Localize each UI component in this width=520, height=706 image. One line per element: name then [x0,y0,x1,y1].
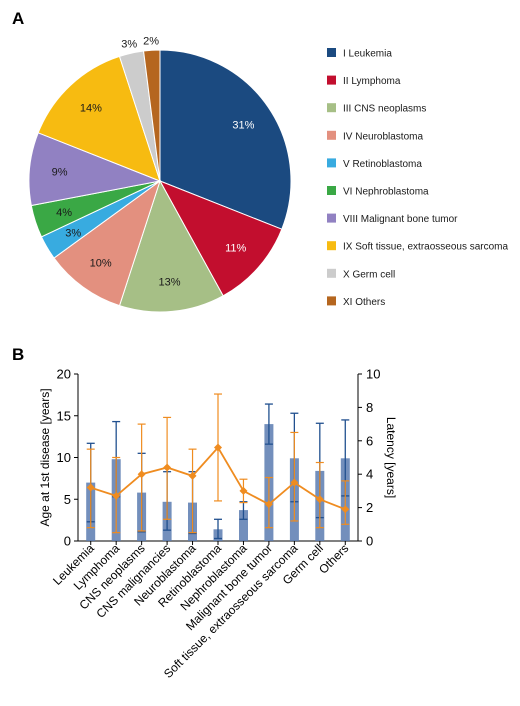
y-tick-label-right: 8 [366,400,373,415]
slice-label: 3% [65,227,81,239]
legend-swatch [327,48,336,57]
slice-label: 3% [121,38,137,50]
legend-label: IX Soft tissue, extraosseous sarcoma [343,242,509,253]
pie-slice [53,179,161,307]
latency-point [112,491,121,500]
slice-label: 13% [158,276,180,288]
legend-swatch [327,213,336,223]
latency-point [264,500,273,509]
slice-label: 10% [90,258,112,270]
legend-swatch [327,130,336,140]
y-tick-label-right: 4 [366,467,373,482]
pie-chart: 31% 11% 13% 10% 3% 4% 9% 14% 3% 2% [28,35,292,313]
pie-slice [159,49,292,230]
legend-swatch [327,268,336,278]
legend-label: VIII Malignant bone tumor [343,214,458,225]
latency-point [163,463,172,472]
panel-b-label: B [12,345,24,364]
latency-point [239,486,248,495]
slice-label: 9% [52,167,68,179]
legend-label: I Leukemia [343,49,392,60]
y-tick-label-right: 2 [366,500,373,515]
bar-line-chart: 0 5 10 15 20 0 2 4 6 8 10 Age at 1st disease [years… [38,367,398,681]
legend-label: IV Neuroblastoma [343,131,423,142]
legend-label: V Retinoblastoma [343,159,422,170]
latency-point [315,495,324,504]
legend-swatch [327,158,336,168]
pie-slice [158,180,283,297]
latency-point [188,471,197,480]
slice-label: 14% [80,103,102,115]
y-tick-label-left: 20 [57,367,71,382]
slice-label: 2% [143,35,159,47]
latency-point [137,470,146,479]
slice-label: 31% [232,119,254,131]
latency-point [341,505,350,514]
slice-label: 11% [225,243,246,255]
y-tick-label-left: 10 [57,450,71,465]
x-tick-label: Others [316,541,351,576]
legend-swatch [327,186,336,195]
legend-swatch [327,75,336,85]
legend-swatch [327,241,336,251]
y-axis-title-left: Age at 1st disease [years] [38,388,52,526]
legend-swatch [327,296,336,306]
legend-swatch [327,103,336,113]
y-tick-label-right: 6 [366,433,373,448]
pie-slice [143,49,161,182]
legend-label: X Germ cell [343,269,395,280]
y-axis-title-right: Latency [years] [384,417,398,498]
legend-label: XI Others [343,297,385,308]
legend-label: II Lymphoma [343,76,401,87]
pie-slice [118,179,224,313]
y-tick-label-left: 15 [57,408,71,423]
panel-a-label: A [12,9,24,28]
latency-point [86,483,95,492]
latency-point [214,443,222,452]
bar [239,510,248,541]
y-tick-label-right: 0 [366,534,373,549]
slice-label: 4% [56,207,72,219]
legend-label: VI Nephroblastoma [343,187,429,198]
y-tick-label-left: 5 [64,492,71,507]
legend-label: III CNS neoplasms [343,104,426,115]
y-tick-label-right: 10 [366,367,380,382]
latency-point [290,478,299,487]
y-tick-label-left: 0 [64,534,71,549]
pie-legend: I Leukemia II Lymphoma III CNS neoplasms IV… [327,48,509,308]
